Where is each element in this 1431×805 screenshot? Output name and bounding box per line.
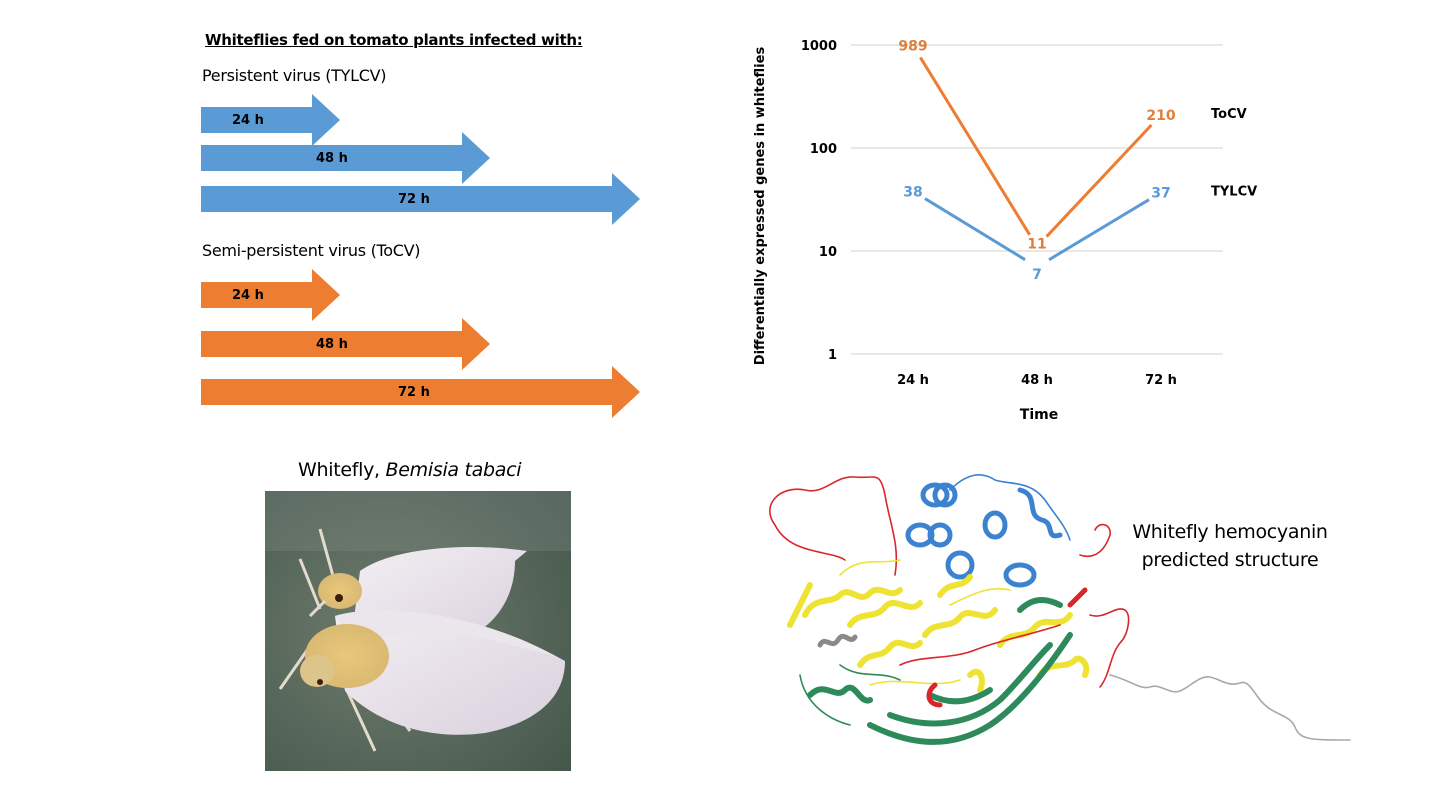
- arrows-tocv: [201, 269, 640, 418]
- arrow-label-tocv-72h: 72 h: [398, 385, 430, 400]
- y-tick-1000: 1000: [801, 39, 837, 54]
- y-tick-100: 100: [810, 142, 837, 157]
- legend-tocv: ToCV: [1211, 107, 1247, 122]
- data-label-tocv-24h: 989: [898, 38, 927, 54]
- whitefly-bottom: [278, 610, 565, 752]
- structure-caption-line2: predicted structure: [1141, 549, 1319, 571]
- group-title-tylcv: Persistent virus (TYLCV): [202, 66, 387, 85]
- x-axis-label: Time: [1020, 407, 1058, 423]
- group-title-tocv: Semi-persistent virus (ToCV): [202, 241, 421, 260]
- data-label-tylcv-24h: 38: [903, 184, 922, 200]
- y-tick-10: 10: [819, 245, 837, 260]
- x-tick-48h: 48 h: [1021, 373, 1053, 388]
- structure-caption-line1: Whitefly hemocyanin: [1132, 521, 1328, 543]
- hemocyanin-structure-image: [769, 474, 1351, 745]
- data-label-tocv-48h: 11: [1027, 237, 1046, 253]
- arrow-group0-72h: [201, 173, 640, 225]
- y-tick-1: 1: [828, 348, 837, 363]
- legend-tylcv: TYLCV: [1211, 184, 1257, 199]
- line-segment-tocv-0: [919, 56, 1031, 236]
- structure-caption: Whitefly hemocyanin predicted structure: [1112, 518, 1348, 574]
- arrow-label-tylcv-48h: 48 h: [316, 151, 348, 166]
- line-segment-tocv-1: [1045, 123, 1153, 238]
- x-tick-24h: 24 h: [897, 373, 929, 388]
- data-label-tocv-72h: 210: [1146, 108, 1175, 124]
- x-tick-72h: 72 h: [1145, 373, 1177, 388]
- design-heading: Whiteflies fed on tomato plants infected…: [205, 31, 583, 49]
- gray-tail: [1109, 674, 1351, 741]
- arrow-group0-24h: [201, 94, 340, 146]
- arrow-label-tocv-48h: 48 h: [316, 337, 348, 352]
- yellow-helices: [787, 574, 1090, 693]
- data-label-tylcv-48h: 7: [1032, 267, 1042, 283]
- arrow-label-tocv-24h: 24 h: [232, 288, 264, 303]
- arrow-group1-72h: [201, 366, 640, 418]
- arrows-tylcv: [201, 94, 640, 225]
- photo-caption: Whitefly, Bemisia tabaci: [298, 459, 522, 481]
- arrow-label-tylcv-24h: 24 h: [232, 113, 264, 128]
- data-label-tylcv-72h: 37: [1151, 185, 1170, 201]
- photo-caption-species: Bemisia tabaci: [385, 459, 522, 481]
- blue-helices: [905, 482, 1063, 588]
- arrow-group0-48h: [201, 132, 490, 184]
- photo-caption-prefix: Whitefly,: [298, 459, 386, 481]
- y-axis-label: Differentially expressed genes in whitef…: [753, 47, 768, 366]
- deg-line-chart: Differentially expressed genes in whitef…: [753, 38, 1257, 423]
- green-sheets: [807, 597, 1073, 745]
- line-segment-tylcv-1: [1048, 198, 1150, 262]
- arrow-group1-24h: [201, 269, 340, 321]
- red-loop: [769, 476, 898, 576]
- whitefly-photo: [265, 491, 571, 771]
- arrow-label-tylcv-72h: 72 h: [398, 192, 430, 207]
- arrow-group1-48h: [201, 318, 490, 370]
- line-segment-tylcv-0: [924, 197, 1026, 261]
